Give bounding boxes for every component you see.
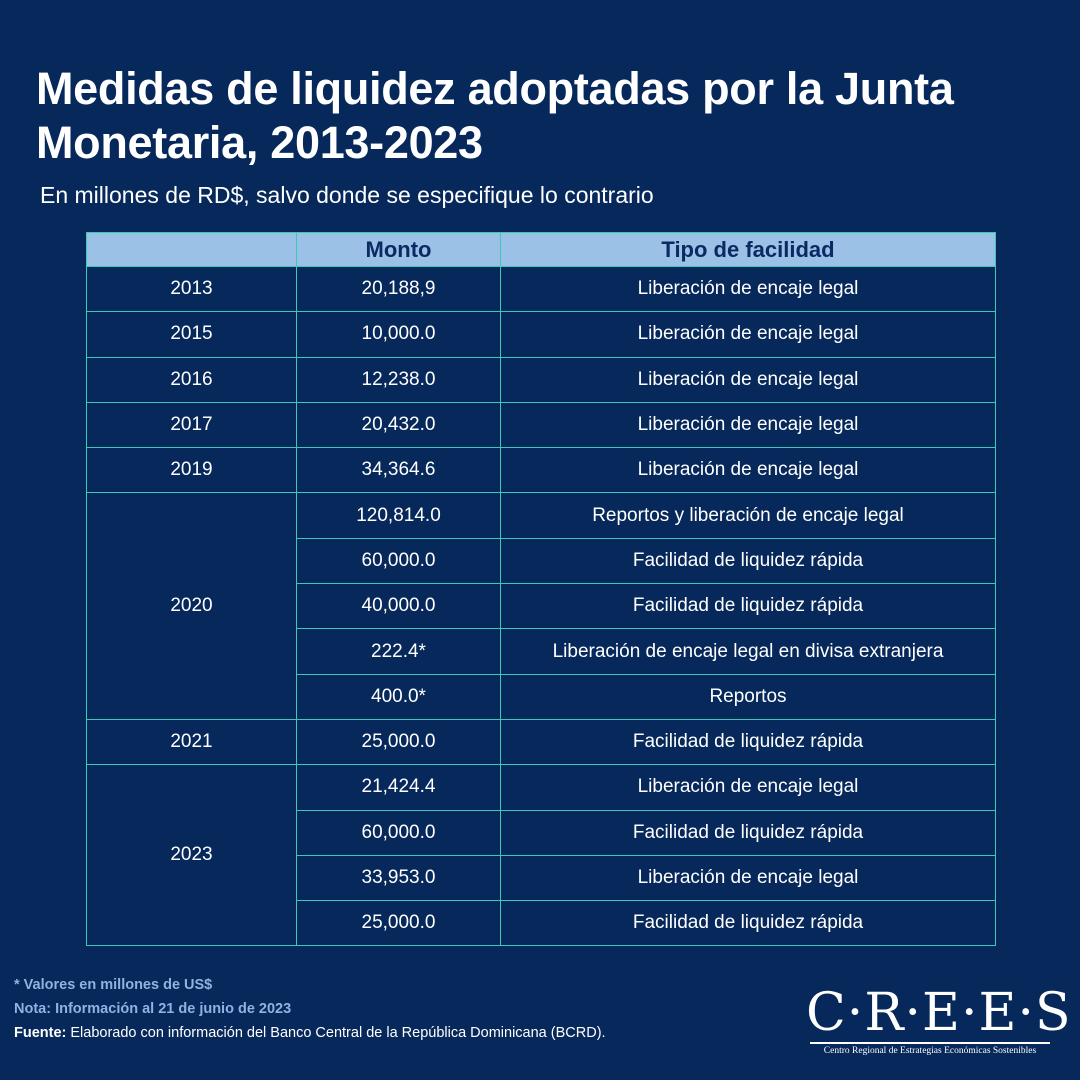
table-row: 222.4* Liberación de encaje legal en divi…: [87, 628, 996, 675]
amount-cell: 120,814.0: [296, 492, 501, 539]
page-title: Medidas de liquidez adoptadas por la Jun…: [36, 63, 954, 168]
facility-type-cell: Facilidad de liquidez rápida: [500, 809, 996, 856]
source-text: Elaborado con información del Banco Cent…: [66, 1025, 606, 1041]
table-row: 2017 20,432.0 Liberación de encaje legal: [86, 401, 996, 449]
logo-divider: [810, 1042, 1050, 1044]
liquidity-measures-table: Monto Tipo de facilidad 2013 20,188,9 Libe…: [86, 232, 996, 947]
amount-cell: 21,424.4: [296, 764, 501, 811]
facility-type-cell: Liberación de encaje legal: [500, 854, 996, 902]
amount-cell: 222.4*: [296, 628, 501, 675]
usd-footnote: * Valores en millones de US$: [14, 977, 213, 993]
page-subtitle: En millones de RD$, salvo donde se espec…: [40, 182, 654, 208]
table-header-row: Monto Tipo de facilidad: [86, 232, 996, 267]
year-cell: 2016: [86, 356, 297, 403]
table-row: 60,000.0 Facilidad de liquidez rápida: [87, 809, 996, 856]
amount-cell: 10,000.0: [296, 311, 501, 358]
logo-wordmark: C·R·E·E·S: [806, 983, 1072, 1043]
amount-cell: 34,364.6: [296, 447, 501, 494]
amount-cell: 12,238.0: [296, 356, 501, 403]
year-cell: 2013: [86, 265, 297, 313]
table-row: 25,000.0 Facilidad de liquidez rápida: [87, 900, 996, 947]
crees-logo: C·R·E·E·S Centro Regional de Estrategias…: [806, 983, 1072, 1063]
table-row: 33,953.0 Liberación de encaje legal: [87, 854, 996, 902]
header-amount: Monto: [296, 232, 501, 267]
table-row: 2016 12,238.0 Liberación de encaje legal: [86, 356, 996, 403]
year-cell: 2023: [86, 764, 297, 947]
facility-type-cell: Reportos y liberación de encaje legal: [500, 492, 996, 539]
amount-cell: 400.0*: [296, 673, 501, 720]
facility-type-cell: Facilidad de liquidez rápida: [500, 718, 996, 766]
amount-cell: 25,000.0: [296, 718, 501, 766]
table-row: 2019 34,364.6 Liberación de encaje legal: [86, 447, 996, 494]
facility-type-cell: Facilidad de liquidez rápida: [500, 900, 996, 947]
facility-type-cell: Liberación de encaje legal: [500, 447, 996, 494]
table-row: 2015 10,000.0 Liberación de encaje legal: [86, 311, 996, 358]
table-row: 2021 25,000.0 Facilidad de liquidez rápida: [86, 718, 996, 766]
facility-type-cell: Liberación de encaje legal: [500, 764, 996, 811]
facility-type-cell: Liberación de encaje legal: [500, 356, 996, 403]
facility-type-cell: Reportos: [500, 673, 996, 720]
amount-cell: 33,953.0: [296, 854, 501, 902]
amount-cell: 20,188,9: [296, 265, 501, 313]
header-year: [86, 232, 297, 267]
table-row: 2013 20,188,9 Liberación de encaje legal: [86, 265, 996, 313]
facility-type-cell: Liberación de encaje legal: [500, 401, 996, 449]
date-note: Nota: Información al 21 de junio de 2023: [14, 1001, 292, 1017]
amount-cell: 40,000.0: [296, 583, 501, 630]
table-body: 2013 20,188,9 Liberación de encaje legal 20…: [86, 265, 996, 947]
table-row: 60,000.0 Facilidad de liquidez rápida: [87, 537, 996, 585]
header-type: Tipo de facilidad: [500, 232, 996, 267]
table-row: 400.0* Reportos: [87, 673, 996, 720]
year-cell: 2020: [86, 492, 297, 720]
table-row: 2020 120,814.0 Reportos y liberación de en…: [86, 492, 996, 720]
source-note: Fuente: Elaborado con información del Ba…: [14, 1021, 606, 1045]
logo-subtitle: Centro Regional de Estrategias Económica…: [823, 1046, 1037, 1056]
year-cell: 2019: [86, 447, 297, 494]
year-cell: 2015: [86, 311, 297, 358]
source-label: Fuente:: [14, 1025, 67, 1041]
footnotes: * Valores en millones de US$ Nota: Infor…: [14, 973, 606, 1045]
facility-type-cell: Facilidad de liquidez rápida: [500, 583, 996, 630]
facility-type-cell: Liberación de encaje legal en divisa ext…: [500, 628, 996, 675]
amount-cell: 60,000.0: [296, 809, 501, 856]
amount-cell: 60,000.0: [296, 537, 501, 585]
facility-type-cell: Liberación de encaje legal: [500, 311, 996, 358]
year-cell: 2021: [86, 718, 297, 766]
amount-cell: 20,432.0: [296, 401, 501, 449]
table-row: 40,000.0 Facilidad de liquidez rápida: [87, 583, 996, 630]
amount-cell: 25,000.0: [296, 900, 501, 947]
year-cell: 2017: [86, 401, 297, 449]
table-row: 2023 21,424.4 Liberación de encaje legal: [86, 764, 996, 947]
facility-type-cell: Facilidad de liquidez rápida: [500, 537, 996, 585]
facility-type-cell: Liberación de encaje legal: [500, 265, 996, 313]
